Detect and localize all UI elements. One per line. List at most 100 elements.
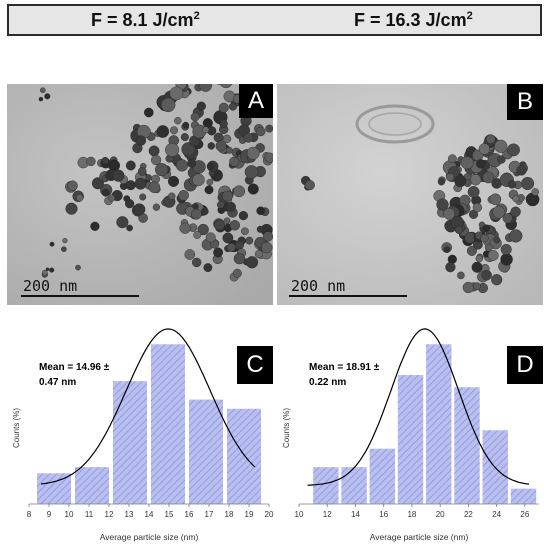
nanoparticle	[168, 192, 176, 200]
x-tick-label: 20	[436, 510, 445, 519]
histogram-bar-7	[510, 488, 537, 504]
fluence-label-right: F = 16.3 J/cm2	[354, 10, 473, 30]
nanoparticle	[169, 126, 178, 135]
mean-annotation-line1-c: Mean = 14.96 ±	[39, 362, 110, 373]
nanoparticle	[480, 234, 489, 243]
nanoparticle	[174, 117, 182, 125]
nanoparticle	[233, 185, 246, 198]
nanoparticle	[226, 201, 236, 212]
nanoparticle	[213, 247, 224, 258]
nanoparticle	[214, 219, 225, 231]
nanoparticle	[61, 246, 67, 252]
nanoparticle	[203, 263, 213, 273]
nanoparticle	[481, 269, 492, 281]
nanoparticle	[256, 206, 265, 216]
nanoparticle	[137, 167, 147, 176]
nanoparticle	[265, 124, 273, 133]
nanoparticle	[126, 224, 133, 232]
x-tick-label: 13	[125, 510, 134, 519]
nanoparticle	[180, 133, 189, 142]
nanoparticle	[91, 177, 104, 190]
nanoparticle	[485, 134, 496, 144]
nanoparticle	[90, 221, 100, 231]
nanoparticle	[473, 282, 481, 290]
nanoparticle	[197, 223, 209, 236]
nanoparticle	[512, 195, 520, 203]
nanoparticle	[472, 202, 483, 213]
histogram-bar-4	[426, 344, 452, 504]
nanoparticle	[484, 243, 493, 252]
nanoparticle	[75, 264, 81, 271]
nanoparticle	[152, 203, 161, 211]
nanoparticle	[207, 142, 216, 150]
nanoparticle	[507, 143, 520, 157]
nanoparticle	[447, 154, 457, 164]
x-tick-label: 22	[464, 510, 473, 519]
nanoparticle	[190, 208, 202, 220]
nanoparticle	[148, 181, 161, 193]
y-axis-label-d: Counts (%)	[282, 408, 291, 448]
nanoparticle	[156, 125, 170, 138]
nanoparticle	[437, 178, 446, 186]
scale-label-b: 200 nm	[291, 277, 346, 295]
x-tick-label: 14	[145, 510, 154, 519]
nanoparticle	[247, 183, 259, 195]
nanoparticle	[475, 254, 484, 263]
x-tick-label: 26	[520, 510, 529, 519]
nanoparticle	[443, 207, 456, 220]
histogram-bar-0	[313, 467, 339, 504]
histogram-d-plot: 10 12 14 16 18 20 22 24 26 Counts (%) Average pa…	[282, 328, 539, 542]
x-axis-label-d: Average particle size (nm)	[370, 532, 469, 542]
nanoparticle	[229, 156, 240, 167]
nanoparticle	[40, 87, 46, 93]
x-tick-label: 19	[245, 510, 254, 519]
nanoparticle	[467, 186, 480, 198]
nanoparticle	[234, 240, 244, 250]
nanoparticle	[65, 202, 78, 215]
nanoparticle	[261, 241, 273, 254]
x-axis-label-c: Average particle size (nm)	[100, 532, 199, 542]
nanoparticle	[436, 198, 449, 211]
x-tick-label: 11	[85, 510, 94, 519]
nanoparticle	[165, 142, 180, 157]
histogram-bar-1	[75, 467, 109, 504]
nanoparticle	[143, 107, 154, 118]
x-tick-label: 12	[105, 510, 114, 519]
nanoparticle	[206, 162, 215, 170]
nanoparticle	[200, 207, 209, 216]
nanoparticle	[148, 145, 160, 157]
nanoparticle	[246, 146, 260, 160]
nanoparticle	[497, 155, 506, 164]
nanoparticle	[196, 101, 206, 111]
nanoparticle	[199, 84, 212, 92]
x-tick-label: 10	[295, 510, 304, 519]
histogram-bar-4	[189, 399, 223, 504]
y-axis-label-c: Counts (%)	[12, 408, 21, 448]
nanoparticle	[206, 178, 214, 186]
nanoparticle	[445, 173, 455, 182]
nanoparticle	[516, 165, 527, 176]
nanoparticle	[204, 185, 214, 195]
nanoparticle	[232, 268, 242, 278]
nanoparticle	[491, 274, 503, 286]
nanoparticle	[135, 135, 147, 146]
nanoparticle	[470, 174, 482, 186]
nanoparticle	[216, 200, 225, 209]
nanoparticle	[264, 152, 273, 163]
x-tick-label: 16	[379, 510, 388, 519]
nanoparticle	[193, 231, 202, 239]
nanoparticle	[245, 256, 259, 269]
nanoparticle	[238, 211, 249, 221]
scale-bar-a	[21, 295, 139, 297]
nanoparticle	[202, 126, 210, 134]
fluence-label-left: F = 8.1 J/cm2	[91, 10, 200, 30]
histogram-bar-1	[341, 467, 367, 504]
nanoparticle	[500, 243, 512, 255]
x-tick-label: 15	[165, 510, 174, 519]
x-tick-label: 16	[185, 510, 194, 519]
nanoparticle	[221, 190, 233, 202]
nanoparticle	[460, 156, 474, 170]
nanoparticle	[38, 96, 44, 102]
nanoparticle	[531, 188, 540, 196]
nanoparticle	[151, 154, 162, 166]
